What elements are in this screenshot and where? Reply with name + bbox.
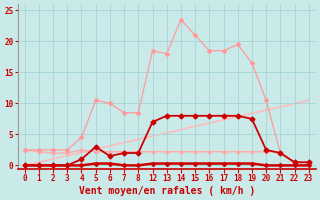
X-axis label: Vent moyen/en rafales ( km/h ): Vent moyen/en rafales ( km/h )	[79, 186, 255, 196]
